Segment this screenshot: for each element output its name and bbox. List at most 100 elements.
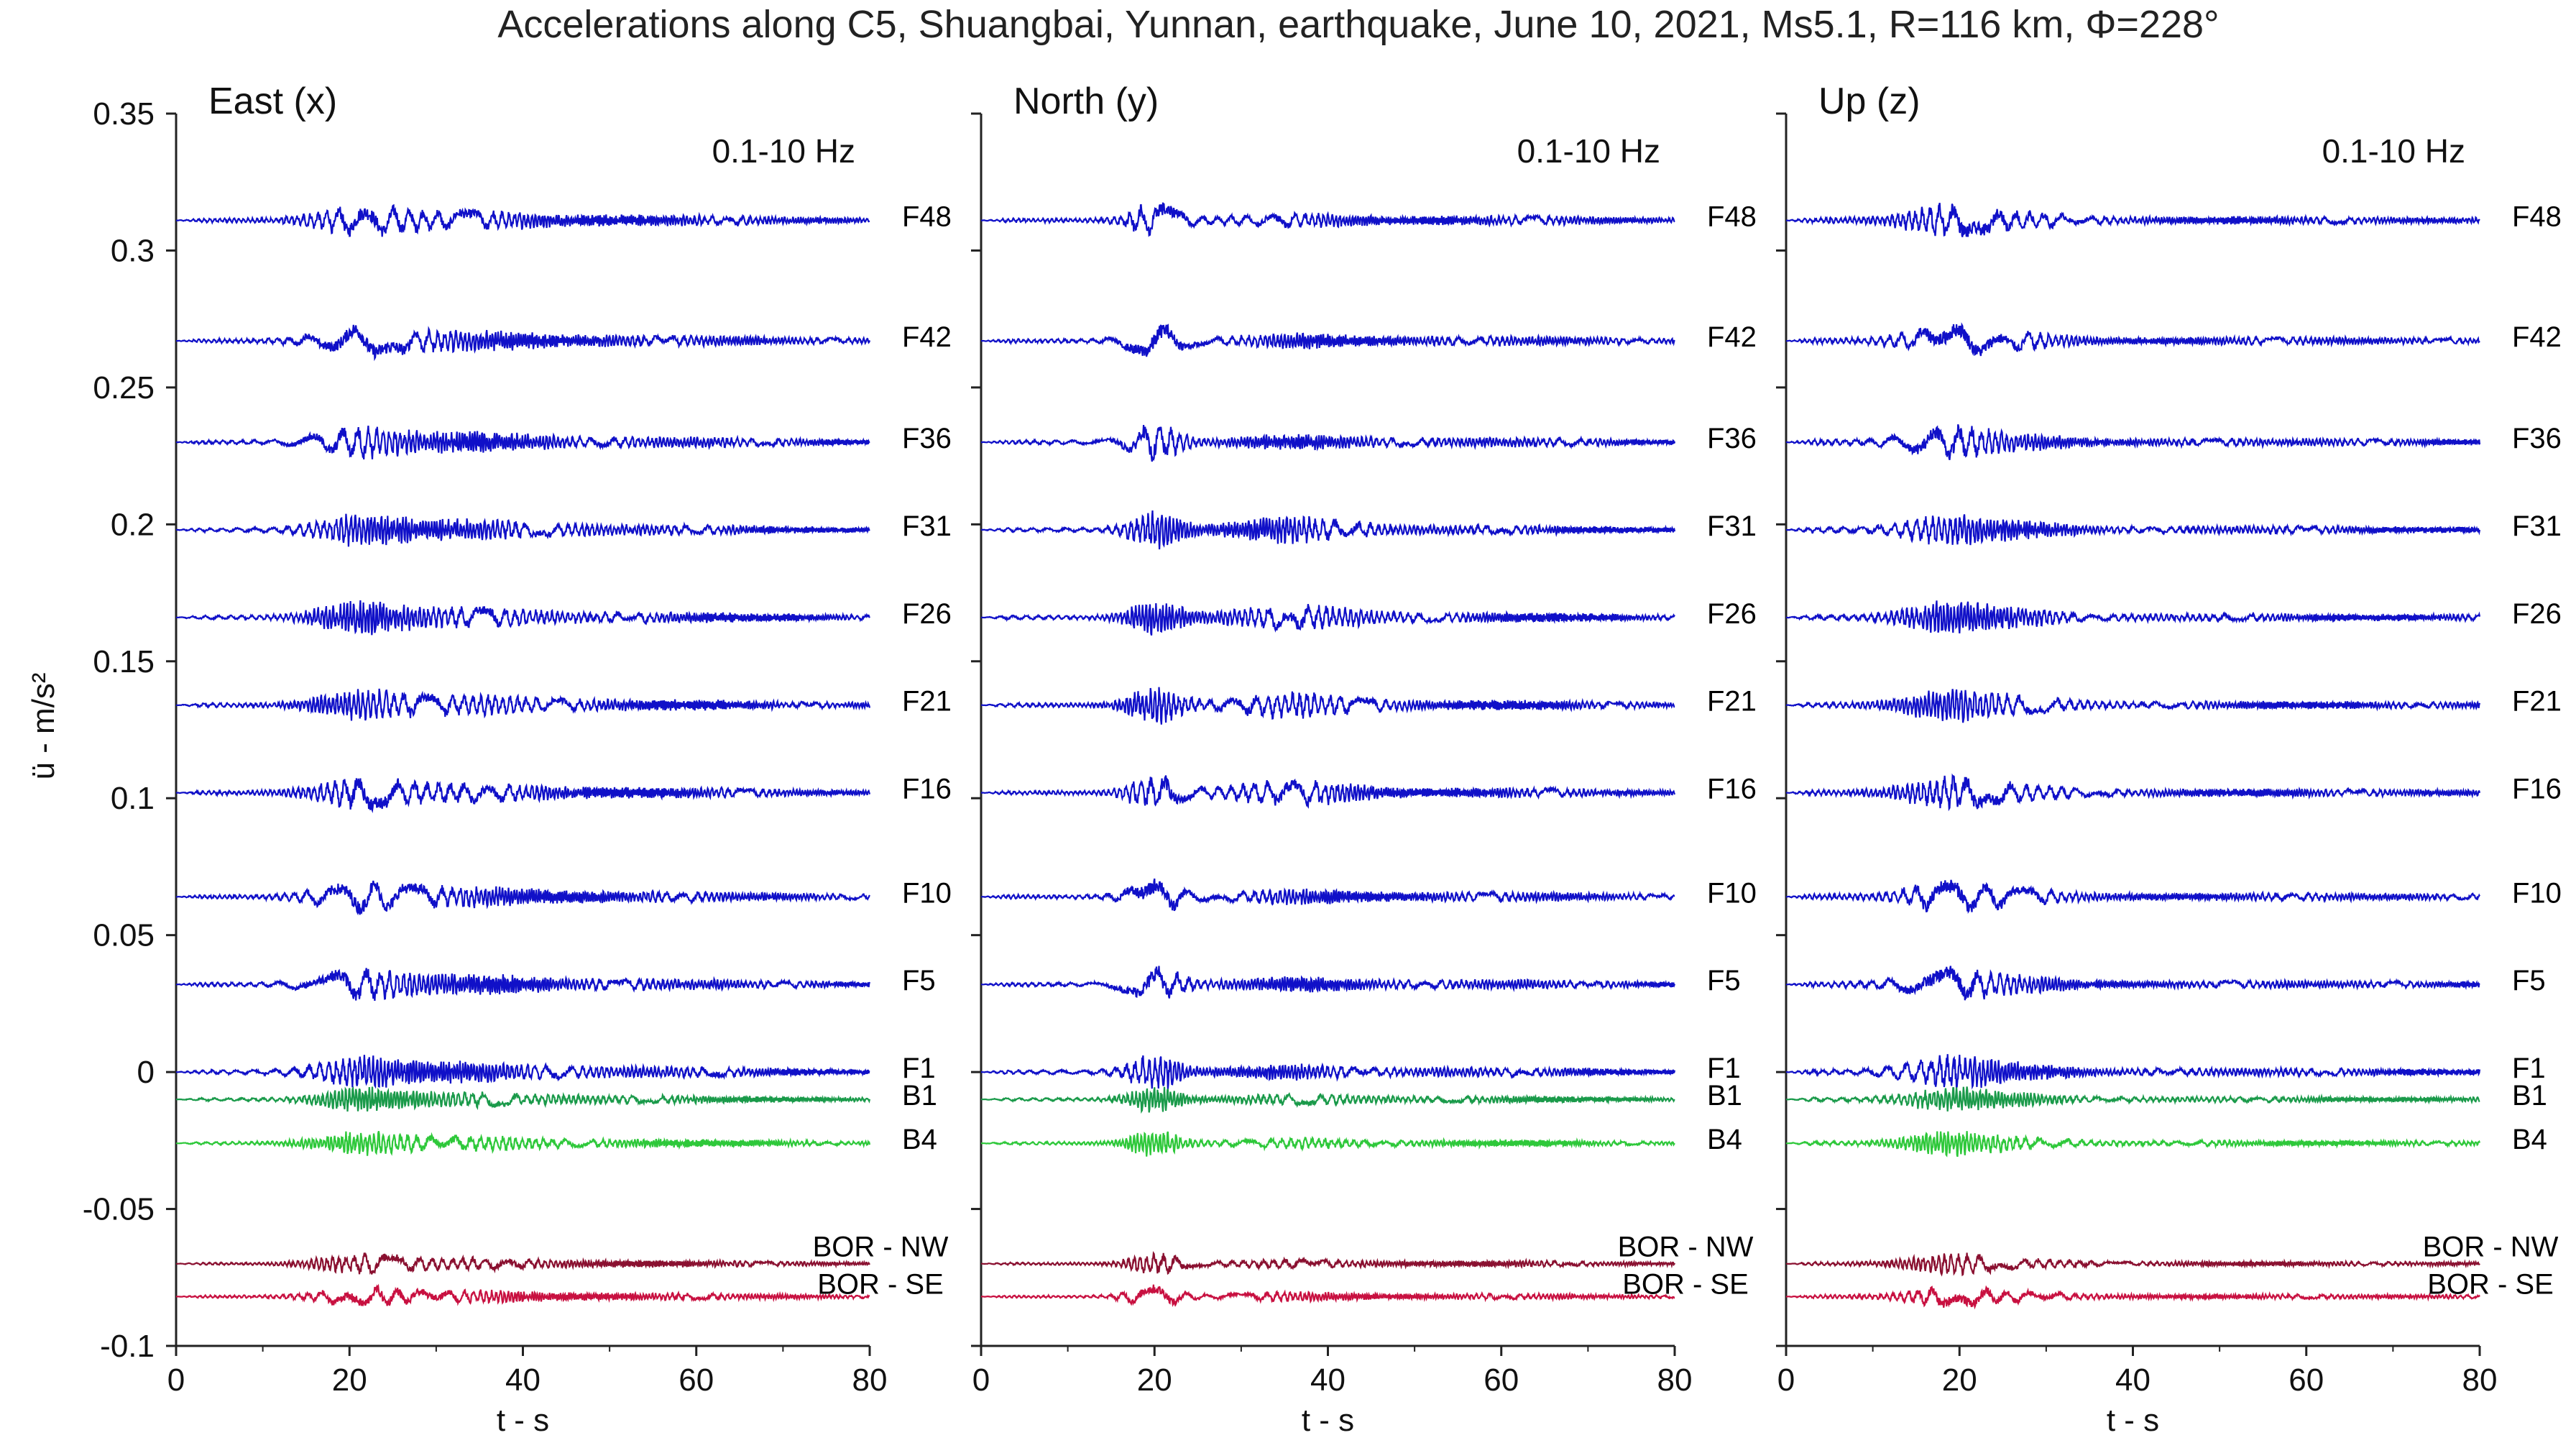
trace-f31 xyxy=(981,510,1676,550)
trace-f36 xyxy=(1785,424,2481,460)
panel-3: 0 20 40 60 80 t - s Up (z) 0.1-10 Hz F48 F42 F36 F3… xyxy=(1776,81,2562,1438)
x-tick-label: 0 xyxy=(1777,1362,1795,1398)
panel-title: East (x) xyxy=(208,81,337,122)
y-tick-label: 0.35 xyxy=(93,96,155,132)
trace-f1 xyxy=(1786,1054,2481,1090)
y-axis-label: ü - m/s² xyxy=(26,672,61,779)
trace-label: F16 xyxy=(1707,774,1757,805)
trace-f1 xyxy=(981,1055,1676,1089)
x-tick-label: 0 xyxy=(167,1362,185,1398)
trace-label: B4 xyxy=(1707,1124,1742,1155)
trace-label: F42 xyxy=(2512,321,2562,353)
y-tick-label: 0.2 xyxy=(111,507,155,542)
trace-f1 xyxy=(176,1055,870,1089)
trace-label: BOR - SE xyxy=(2427,1268,2554,1300)
trace-label: F21 xyxy=(2512,686,2562,718)
y-tick-label: 0 xyxy=(137,1055,155,1090)
trace-label: F31 xyxy=(2512,510,2562,542)
trace-f10 xyxy=(1785,879,2480,914)
trace-label: F5 xyxy=(1707,965,1741,996)
trace-label: BOR - NW xyxy=(1618,1232,1754,1263)
x-tick-label: 20 xyxy=(332,1362,367,1398)
trace-label: F1 xyxy=(1707,1053,1741,1084)
trace-label: F21 xyxy=(902,686,952,718)
trace-label: F1 xyxy=(902,1053,936,1084)
y-tick-label: 0.3 xyxy=(111,233,155,268)
trace-label: B4 xyxy=(2512,1124,2547,1155)
trace-label: F42 xyxy=(1707,321,1757,353)
x-tick-label: 20 xyxy=(1942,1362,1977,1398)
trace-f21 xyxy=(1786,689,2481,723)
x-tick-label: 80 xyxy=(852,1362,888,1398)
trace-label: F31 xyxy=(1707,510,1757,542)
trace-b1 xyxy=(981,1086,1675,1114)
trace-bor-se xyxy=(176,1283,870,1306)
trace-f16 xyxy=(981,775,1676,809)
trace-label: B4 xyxy=(902,1124,937,1155)
y-tick-label: 0.15 xyxy=(93,644,155,679)
trace-f48 xyxy=(980,202,1675,237)
trace-b4 xyxy=(981,1131,1675,1157)
trace-f5 xyxy=(175,968,871,1001)
trace-label: F48 xyxy=(1707,201,1757,233)
trace-label: F26 xyxy=(1707,598,1757,630)
trace-b4 xyxy=(175,1131,871,1156)
trace-label: F42 xyxy=(902,321,952,353)
trace-label: F10 xyxy=(2512,877,2562,909)
trace-f36 xyxy=(981,425,1676,462)
x-tick-label: 40 xyxy=(2115,1362,2150,1398)
trace-label: BOR - NW xyxy=(813,1232,949,1263)
trace-f10 xyxy=(981,878,1675,912)
band-label: 0.1-10 Hz xyxy=(712,132,855,170)
chart-title: Accelerations along C5, Shuangbai, Yunna… xyxy=(497,3,2219,46)
trace-bor-se xyxy=(1785,1285,2480,1310)
trace-bor-nw xyxy=(175,1252,870,1275)
x-tick-label: 20 xyxy=(1137,1362,1172,1398)
trace-label: F1 xyxy=(2512,1053,2546,1084)
trace-label: BOR - NW xyxy=(2423,1232,2559,1263)
trace-label: F21 xyxy=(1707,686,1757,718)
band-label: 0.1-10 Hz xyxy=(1517,132,1660,170)
trace-label: B1 xyxy=(2512,1080,2547,1112)
trace-f48 xyxy=(175,203,870,237)
trace-label: F48 xyxy=(2512,201,2562,233)
x-tick-label: 40 xyxy=(505,1362,540,1398)
trace-label: B1 xyxy=(902,1080,937,1112)
x-tick-label: 40 xyxy=(1310,1362,1346,1398)
trace-f26 xyxy=(175,600,870,636)
trace-label: F5 xyxy=(902,965,936,996)
trace-f16 xyxy=(176,778,871,814)
y-tick-label: -0.1 xyxy=(100,1329,155,1364)
x-tick-label: 60 xyxy=(2288,1362,2324,1398)
trace-f16 xyxy=(1786,773,2481,812)
x-axis-label: t - s xyxy=(497,1403,549,1438)
trace-f36 xyxy=(176,425,870,460)
y-tick-label: 0.25 xyxy=(93,370,155,405)
trace-f42 xyxy=(176,324,871,362)
panel-1: 0.35 0.3 0.25 0.2 0.15 0.1 0.05 0 -0.05 -0.1 0 20 40… xyxy=(83,81,952,1438)
y-tick-label: 0.1 xyxy=(111,781,155,816)
trace-f10 xyxy=(175,880,870,916)
panel-2: 0 20 40 60 80 t - s North (y) 0.1-10 Hz F48 F42 F3… xyxy=(971,81,1757,1438)
x-tick-label: 0 xyxy=(972,1362,990,1398)
trace-bor-nw xyxy=(1786,1252,2480,1277)
x-tick-label: 80 xyxy=(2462,1362,2498,1398)
trace-bor-nw xyxy=(981,1250,1675,1275)
y-axis-label-text: ü - m/s² xyxy=(26,672,61,779)
x-axis-label: t - s xyxy=(1302,1403,1354,1438)
band-label: 0.1-10 Hz xyxy=(2322,132,2465,170)
trace-label: F10 xyxy=(902,877,952,909)
x-tick-label: 80 xyxy=(1657,1362,1693,1398)
trace-f26 xyxy=(980,602,1675,636)
trace-label: F16 xyxy=(902,774,952,805)
trace-label: F16 xyxy=(2512,774,2562,805)
trace-label: F5 xyxy=(2512,965,2546,996)
trace-label: F10 xyxy=(1707,877,1757,909)
trace-b4 xyxy=(1785,1131,2481,1158)
y-tick-label: -0.05 xyxy=(83,1192,155,1227)
trace-b1 xyxy=(176,1086,871,1112)
trace-f21 xyxy=(981,687,1675,725)
trace-label: F26 xyxy=(902,598,952,630)
x-tick-label: 60 xyxy=(1484,1362,1519,1398)
trace-f26 xyxy=(1785,600,2481,633)
